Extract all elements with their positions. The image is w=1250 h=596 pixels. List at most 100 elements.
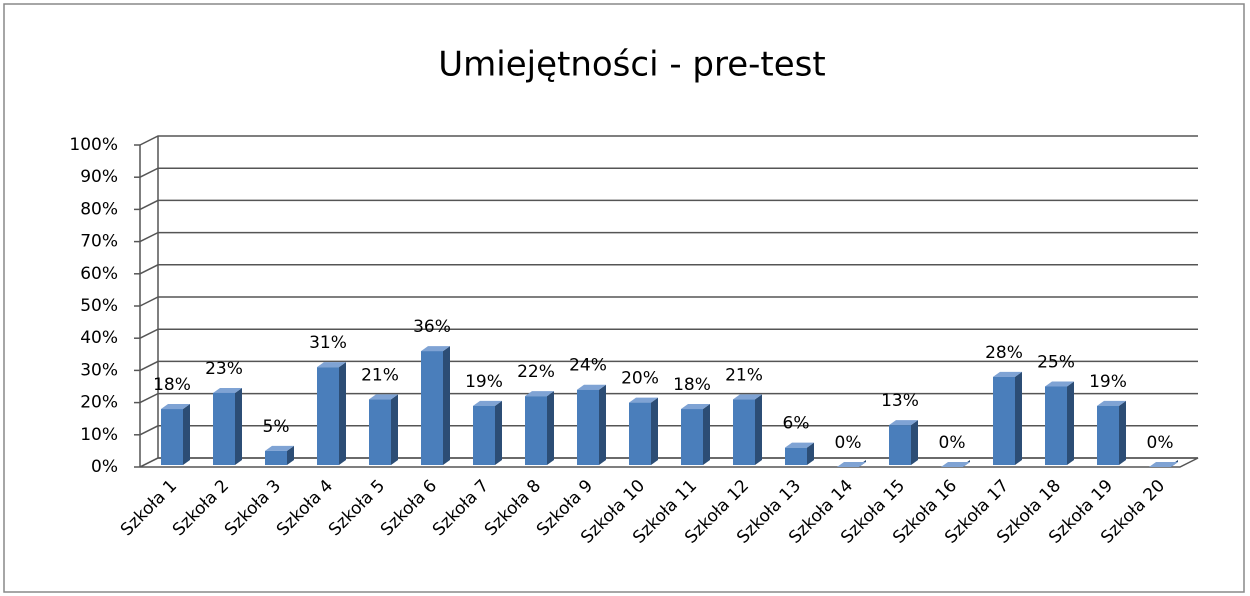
data-label: 19% bbox=[1089, 372, 1127, 392]
grid-line bbox=[139, 199, 1198, 211]
bar bbox=[213, 387, 242, 465]
bar-front bbox=[161, 409, 183, 465]
bar-face bbox=[941, 462, 970, 467]
data-label: 0% bbox=[1147, 433, 1174, 453]
bar-front bbox=[1045, 386, 1067, 465]
data-label: 21% bbox=[725, 365, 763, 385]
data-label: 31% bbox=[309, 333, 347, 353]
bar-face bbox=[1119, 400, 1126, 465]
bar-front bbox=[785, 447, 807, 465]
bar bbox=[265, 445, 294, 465]
bar-face bbox=[161, 404, 190, 410]
data-label: 0% bbox=[939, 433, 966, 453]
data-label: 24% bbox=[569, 356, 607, 376]
data-label: 28% bbox=[985, 343, 1023, 363]
bar-front bbox=[889, 425, 911, 465]
bar-face bbox=[993, 371, 1022, 377]
data-label: 25% bbox=[1037, 353, 1075, 373]
bar-face bbox=[235, 387, 242, 465]
bar-front bbox=[265, 450, 287, 465]
bar-front bbox=[681, 409, 703, 465]
bar bbox=[993, 371, 1022, 465]
bar-face bbox=[837, 462, 866, 467]
bar bbox=[785, 442, 814, 465]
bar-face bbox=[525, 391, 554, 397]
bar bbox=[1097, 400, 1126, 465]
bar bbox=[1149, 460, 1178, 467]
grid-line bbox=[139, 360, 1198, 372]
bar bbox=[941, 460, 970, 467]
data-label: 20% bbox=[621, 369, 659, 389]
bar-front bbox=[525, 396, 547, 465]
bar-face bbox=[547, 391, 554, 465]
bar-face bbox=[651, 397, 658, 465]
bar-face bbox=[443, 346, 450, 465]
bar-front bbox=[317, 367, 339, 465]
grid-line bbox=[139, 392, 1198, 404]
y-tick-label: 90% bbox=[80, 167, 118, 187]
bar-face bbox=[577, 384, 606, 390]
grid-line bbox=[139, 135, 1198, 146]
y-tick-label: 100% bbox=[69, 135, 118, 155]
bar-face bbox=[317, 362, 346, 368]
bar-face bbox=[473, 400, 502, 406]
grid-line bbox=[139, 296, 1198, 307]
y-tick-label: 20% bbox=[80, 393, 118, 413]
data-label: 18% bbox=[673, 375, 711, 395]
data-label: 21% bbox=[361, 365, 399, 385]
bar-front bbox=[629, 402, 651, 465]
y-tick-label: 0% bbox=[91, 457, 118, 477]
chart-title: Umiejętności - pre-test bbox=[438, 45, 825, 85]
bar-face bbox=[183, 404, 190, 465]
grid-line bbox=[139, 328, 1198, 339]
grid-line bbox=[139, 457, 1198, 468]
bar-front bbox=[577, 389, 599, 465]
bar-front bbox=[421, 351, 443, 465]
bar bbox=[421, 346, 450, 465]
data-label: 22% bbox=[517, 362, 555, 382]
data-label: 23% bbox=[205, 359, 243, 379]
bar bbox=[473, 400, 502, 465]
y-tick-label: 70% bbox=[80, 232, 118, 252]
y-tick-label: 40% bbox=[80, 328, 118, 348]
bar bbox=[733, 394, 762, 465]
bar-face bbox=[785, 442, 814, 448]
bar-face bbox=[287, 445, 294, 465]
y-tick-label: 50% bbox=[80, 296, 118, 316]
bar-face bbox=[681, 404, 710, 410]
data-label: 19% bbox=[465, 372, 503, 392]
bar-face bbox=[1149, 462, 1178, 467]
bar-face bbox=[629, 397, 658, 403]
bar bbox=[629, 397, 658, 465]
grid-line bbox=[139, 167, 1198, 178]
bar-front bbox=[473, 405, 495, 465]
bar-face bbox=[213, 387, 242, 393]
bar-face bbox=[1045, 381, 1074, 387]
bar-face bbox=[421, 346, 450, 352]
floor bbox=[139, 457, 1199, 468]
bar-face bbox=[599, 384, 606, 465]
bar-face bbox=[1015, 371, 1022, 465]
bar-face bbox=[911, 420, 918, 465]
bar bbox=[837, 460, 866, 467]
bar-front bbox=[213, 392, 235, 465]
chart-border bbox=[3, 3, 1245, 593]
bar-face bbox=[733, 394, 762, 400]
bar-face bbox=[755, 394, 762, 465]
y-tick-label: 60% bbox=[80, 264, 118, 284]
grid-line bbox=[139, 231, 1198, 243]
y-tick-label: 30% bbox=[80, 360, 118, 380]
bar bbox=[577, 384, 606, 465]
bar-front bbox=[993, 376, 1015, 465]
bar-face bbox=[339, 362, 346, 465]
bar bbox=[525, 391, 554, 465]
data-label: 6% bbox=[783, 414, 810, 434]
y-tick-label: 10% bbox=[80, 425, 118, 445]
bar-front bbox=[1097, 405, 1119, 465]
bar-face bbox=[807, 442, 814, 465]
bar-face bbox=[495, 400, 502, 465]
bar-face bbox=[1067, 381, 1074, 465]
bar bbox=[681, 404, 710, 465]
bar-face bbox=[703, 404, 710, 465]
